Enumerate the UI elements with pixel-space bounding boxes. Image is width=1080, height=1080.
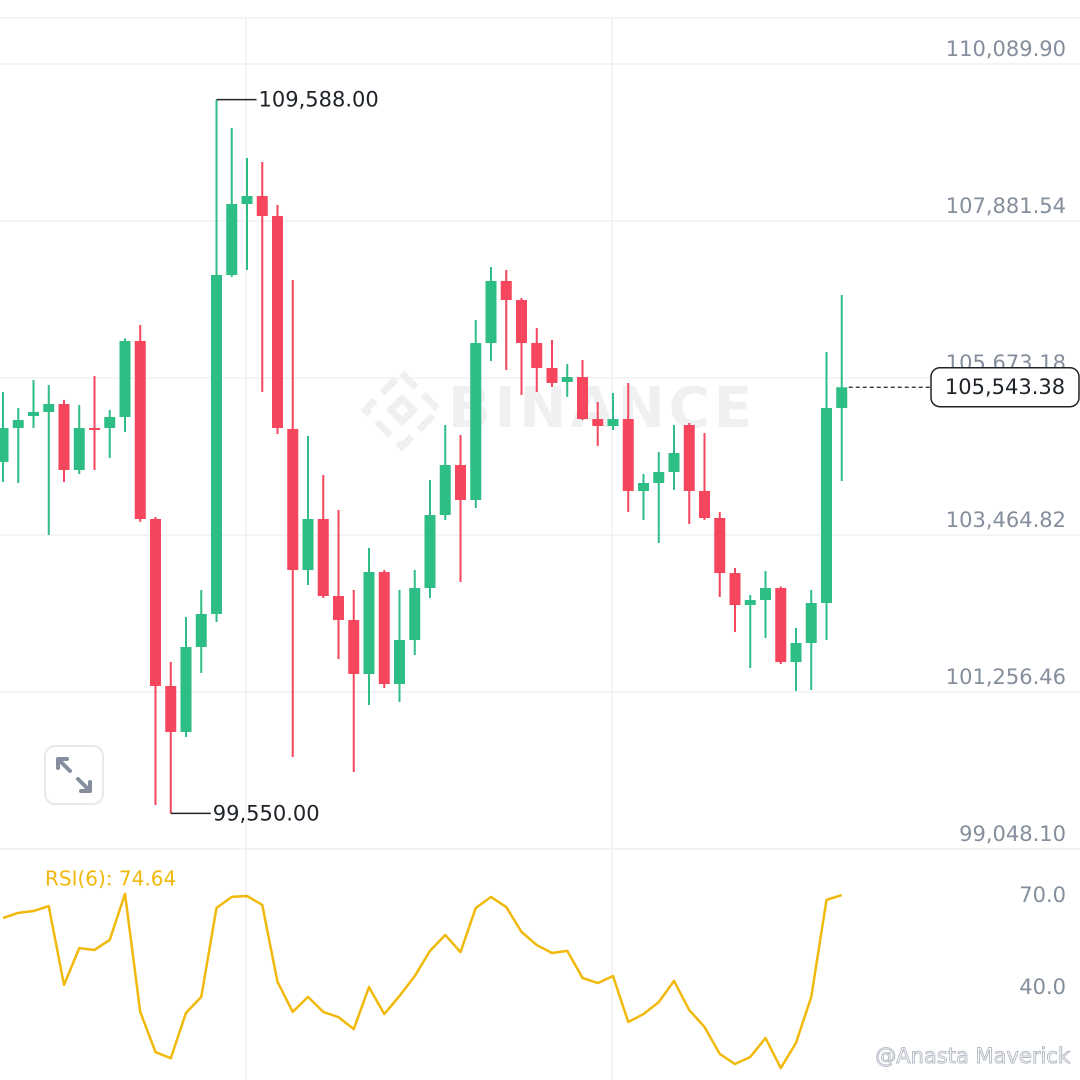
candle-body	[0, 427, 9, 462]
candle-body	[195, 613, 207, 648]
candle-body	[119, 340, 131, 417]
annotation-label: 99,550.00	[213, 801, 320, 825]
candle-body	[622, 419, 634, 491]
last-price-label: 105,543.38	[945, 375, 1065, 399]
candle-body	[805, 603, 817, 643]
candle-body	[744, 600, 756, 606]
candle-body	[89, 427, 100, 430]
candle-body	[333, 595, 344, 621]
y-tick-label: 70.0	[1019, 883, 1066, 907]
candle-body	[150, 518, 161, 686]
last-price-box	[930, 366, 1080, 408]
candle-body	[699, 490, 710, 518]
credit: @Anasta Maverick	[875, 1044, 1071, 1068]
candle-body	[363, 572, 375, 674]
candle-body	[424, 515, 436, 589]
watermark-text: BINANCE	[448, 376, 756, 441]
candle-body	[180, 647, 192, 732]
candle-body	[134, 340, 146, 519]
candle-body	[348, 620, 360, 674]
candle-body	[73, 427, 85, 471]
rsi-legend: RSI(6): 74.64	[45, 867, 176, 891]
candle-body	[226, 204, 238, 275]
candle-body	[58, 404, 70, 471]
y-tick-label: 107,881.54	[946, 194, 1066, 218]
candle-body	[12, 420, 24, 428]
candle-body	[43, 404, 55, 412]
candle-body	[760, 588, 771, 601]
candle-body	[775, 588, 787, 663]
candle-body	[241, 196, 253, 205]
candle-body	[256, 196, 268, 216]
candle-body	[714, 517, 726, 574]
watermark: BINANCE	[360, 368, 756, 452]
candle-body	[272, 215, 283, 428]
candle-body	[516, 300, 527, 344]
y-tick-label: 40.0	[1019, 975, 1066, 999]
candle-body	[577, 377, 588, 420]
rsi-line	[2, 892, 843, 1070]
watermark-logo	[360, 368, 444, 452]
candle-body	[394, 639, 405, 684]
candle-body	[668, 453, 680, 472]
y-tick-label: 110,089.90	[946, 37, 1066, 61]
candle-body	[455, 465, 466, 501]
candle-body	[439, 465, 451, 516]
y-tick-label: 101,256.46	[946, 665, 1066, 689]
candle-body	[592, 419, 604, 427]
candle-body	[104, 416, 116, 428]
candle-body	[500, 280, 512, 301]
candle-body	[28, 411, 39, 416]
candle-body	[531, 343, 543, 368]
candle-body	[638, 483, 649, 491]
candle-body	[409, 588, 421, 640]
fullscreen-icon[interactable]	[56, 757, 92, 793]
candle-body	[561, 377, 573, 382]
plot: 110,089.90107,881.54105,673.18103,464.82…	[0, 37, 1080, 1070]
candle-body	[653, 471, 665, 484]
y-tick-label: 103,464.82	[946, 508, 1066, 532]
candle-body	[607, 419, 619, 427]
candle-body	[790, 642, 802, 663]
candle-body	[287, 428, 299, 571]
candle-body	[302, 518, 314, 571]
candle-body	[317, 518, 329, 596]
candle-body	[378, 572, 390, 684]
candle-body	[836, 387, 848, 409]
candle-body	[546, 367, 558, 383]
fullscreen-button-frame[interactable]	[44, 745, 104, 805]
candle-body	[729, 573, 741, 606]
annotation-label: 109,588.00	[259, 88, 379, 112]
candle-body	[470, 343, 482, 501]
candle-body	[485, 280, 497, 344]
candle-body	[683, 425, 695, 491]
candle-body	[165, 685, 177, 732]
fullscreen-button[interactable]	[44, 745, 104, 805]
candle-body	[211, 274, 222, 614]
y-tick-label: 99,048.10	[959, 822, 1066, 846]
candle-body	[821, 408, 832, 604]
